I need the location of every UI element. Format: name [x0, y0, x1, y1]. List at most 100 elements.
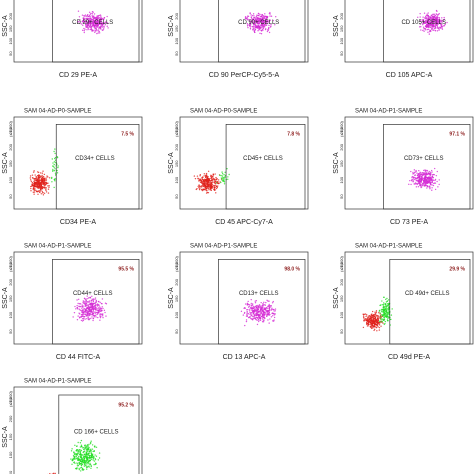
- event-dot: [259, 309, 262, 311]
- event-dot: [78, 303, 81, 305]
- event-dot: [387, 312, 390, 314]
- event-dot: [84, 311, 87, 313]
- event-dot: [73, 458, 76, 460]
- event-dot: [371, 313, 373, 315]
- event-dot: [421, 171, 423, 174]
- event-dot: [72, 316, 74, 318]
- event-dot: [256, 317, 258, 319]
- panel: CD 90+ CELLS CD 90 PerCP-Cy5-5-A SSC-A 200 1…: [168, 0, 309, 79]
- event-dot: [419, 175, 421, 177]
- event-dot: [271, 312, 273, 315]
- event-dot: [91, 299, 93, 302]
- event-dot: [428, 185, 431, 187]
- event-dot: [428, 28, 430, 31]
- event-dot: [35, 176, 37, 178]
- gate: [218, 0, 306, 63]
- event-dot: [42, 186, 45, 188]
- event-dot: [34, 189, 37, 191]
- event-dot: [251, 319, 254, 321]
- event-dot: [385, 310, 388, 312]
- y-tick-label: 100: [8, 451, 13, 458]
- gate-label: CD44+ CELLS: [73, 291, 113, 297]
- event-dot: [243, 312, 246, 314]
- event-dot: [90, 440, 92, 442]
- event-dot: [262, 27, 265, 29]
- event-dot: [201, 183, 204, 185]
- event-dot: [77, 452, 79, 454]
- event-dot: [39, 175, 41, 177]
- event-dot: [376, 330, 378, 332]
- event-dot: [95, 309, 97, 311]
- x-axis-label: CD 49d PE-A: [388, 354, 430, 361]
- event-dot: [257, 313, 259, 316]
- event-dot: [368, 321, 371, 323]
- event-dot: [79, 460, 82, 463]
- event-dot: [90, 23, 92, 26]
- event-dot: [215, 187, 218, 190]
- event-dot: [426, 169, 429, 172]
- event-dot: [384, 305, 387, 307]
- event-dot: [430, 169, 433, 172]
- event-dot: [75, 457, 78, 460]
- event-dot: [54, 168, 56, 170]
- y-axis-label: SSC-A: [168, 152, 175, 174]
- event-dot: [382, 315, 384, 317]
- panel-title: SAM 04-AD-P1-SAMPLE: [24, 379, 91, 385]
- event-dot: [95, 316, 97, 318]
- event-dot: [425, 172, 427, 174]
- event-dot: [77, 441, 79, 444]
- event-dot: [255, 17, 257, 19]
- plot-frame: [179, 0, 309, 63]
- event-dot: [427, 12, 429, 14]
- event-dot: [53, 178, 56, 181]
- x-axis-label: CD 45 APC-Cy7-A: [215, 219, 273, 226]
- event-dot: [102, 29, 104, 31]
- event-dot: [215, 192, 217, 194]
- event-dot: [82, 317, 85, 320]
- event-dot: [265, 15, 267, 17]
- event-dot: [260, 315, 263, 318]
- event-dot: [94, 31, 96, 34]
- event-dot: [424, 170, 427, 172]
- event-dot: [368, 314, 371, 317]
- event-dot: [95, 26, 97, 28]
- event-dot: [87, 445, 90, 447]
- event-dot: [88, 466, 90, 468]
- event-dot: [390, 318, 392, 321]
- event-dot: [38, 190, 40, 193]
- y-axis-label: SSC-A: [168, 15, 175, 37]
- event-dot: [54, 152, 56, 155]
- y-tick-label: 50: [339, 51, 344, 56]
- event-dot: [428, 33, 431, 35]
- event-dot: [92, 457, 95, 460]
- event-dot: [432, 13, 434, 15]
- event-dot: [84, 28, 86, 30]
- panel-title: SAM 04-AD-P0-SAMPLE: [190, 109, 257, 115]
- event-dot: [213, 186, 215, 189]
- event-dot: [98, 21, 101, 24]
- event-dot: [81, 458, 83, 460]
- y-unit: (x 1,000): [8, 120, 13, 136]
- event-dot: [428, 176, 430, 178]
- y-unit: (x 1,000): [8, 255, 13, 271]
- event-dot: [56, 172, 59, 174]
- event-dot: [439, 26, 441, 29]
- event-dot: [416, 177, 419, 179]
- event-dot: [385, 303, 387, 305]
- y-tick-label: 250: [174, 127, 179, 134]
- event-dot: [198, 188, 201, 191]
- event-dot: [207, 176, 209, 178]
- event-dot: [222, 180, 224, 183]
- event-dot: [420, 173, 422, 175]
- event-dot: [211, 185, 213, 187]
- gate-label: CD 105+ CELLS: [401, 20, 446, 26]
- event-dot: [79, 22, 81, 25]
- event-dot: [261, 30, 263, 32]
- event-dot: [197, 185, 199, 188]
- panel: CD45+ CELLS 7.8 % SAM 04-AD-P0-SAMPLE CD 45…: [168, 109, 309, 226]
- event-dot: [88, 28, 90, 31]
- y-tick-label: 100: [8, 37, 13, 44]
- event-dot: [32, 191, 35, 193]
- event-dot: [53, 161, 56, 163]
- event-dot: [100, 26, 102, 28]
